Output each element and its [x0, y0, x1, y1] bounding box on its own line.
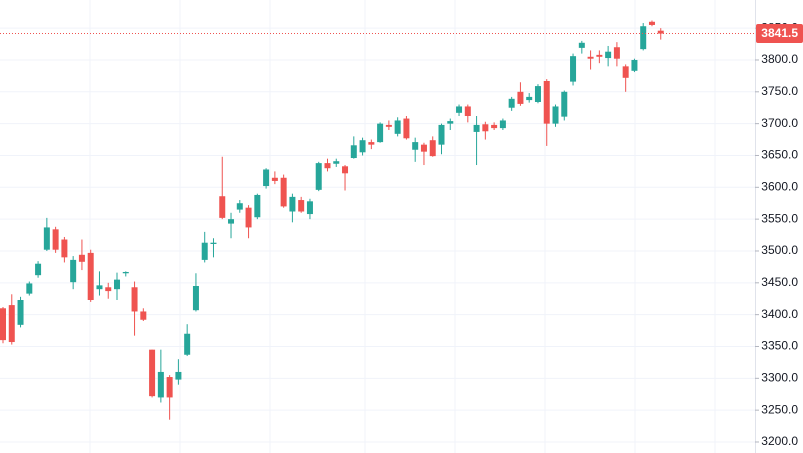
candle-body	[578, 42, 585, 48]
candle-body	[447, 121, 454, 124]
candle-body	[263, 169, 270, 187]
candle-body	[245, 207, 252, 228]
candle-body	[534, 86, 541, 102]
candle-body	[429, 140, 436, 157]
candle-body	[26, 283, 33, 294]
candle-body	[35, 263, 42, 276]
y-tick-label: 3300.0	[761, 370, 798, 384]
candle-body	[491, 124, 498, 129]
candle-body	[561, 91, 568, 117]
candle-body	[52, 229, 59, 250]
candle-body	[420, 144, 427, 152]
y-tick-label: 3500.0	[761, 243, 798, 257]
candle-body	[149, 349, 156, 397]
candle-body	[315, 163, 322, 190]
last-price-label: 3841.5	[761, 26, 798, 40]
candle-body	[157, 371, 164, 398]
y-tick-label: 3550.0	[761, 211, 798, 225]
candle-body	[499, 120, 506, 129]
candle-body	[342, 166, 349, 174]
candle-body	[96, 285, 103, 290]
candle-body	[640, 26, 647, 50]
candle-body	[140, 311, 147, 320]
y-tick-label: 3700.0	[761, 116, 798, 130]
candle-body	[631, 59, 638, 71]
candle-body	[289, 196, 296, 212]
candle-body	[368, 142, 375, 145]
candle-body	[105, 287, 112, 292]
candle-body	[122, 271, 129, 274]
candle-body	[61, 239, 68, 258]
time-grid	[89, 0, 716, 453]
candle-body	[412, 142, 419, 150]
y-tick-label: 3800.0	[761, 52, 798, 66]
candle-body	[333, 161, 340, 164]
candle-body	[613, 47, 620, 59]
candle-body	[166, 377, 173, 398]
y-tick-label: 3600.0	[761, 179, 798, 193]
candle-body	[657, 30, 664, 34]
candle-body	[78, 254, 85, 262]
candle-body	[473, 124, 480, 132]
candle-body	[359, 140, 366, 153]
candle-body	[403, 118, 410, 139]
candle-body	[517, 91, 524, 104]
candle-body	[43, 227, 50, 250]
candle-body	[192, 285, 199, 311]
y-tick-label: 3200.0	[761, 434, 798, 448]
candle-body	[131, 287, 138, 312]
candle-body	[17, 300, 24, 325]
candle-body	[596, 54, 603, 57]
candle-body	[280, 177, 287, 207]
candle-body	[350, 145, 357, 159]
candle-body	[622, 66, 629, 78]
candle-body	[394, 120, 401, 134]
candle-body	[210, 242, 217, 244]
candle-body	[438, 124, 445, 145]
candle-body	[219, 196, 226, 218]
candle-body	[114, 279, 121, 290]
candle-body	[175, 371, 182, 380]
candle-body	[377, 123, 384, 143]
candle-body	[306, 201, 313, 215]
candle-body	[648, 21, 655, 25]
candle-body	[464, 106, 471, 117]
candle-body	[526, 96, 533, 101]
candle-body	[570, 56, 577, 82]
candle-body	[385, 124, 392, 127]
candle-body	[587, 56, 594, 59]
candle-body	[0, 308, 6, 341]
y-tick-label: 3250.0	[761, 402, 798, 416]
candle-body	[324, 163, 331, 169]
candle-body	[456, 106, 463, 113]
candle-body	[605, 51, 612, 59]
candle-body	[271, 177, 278, 181]
candle-body	[298, 200, 305, 212]
candle-body	[236, 203, 243, 210]
candle-body	[543, 80, 550, 124]
candle-body	[201, 242, 208, 260]
candle-body	[254, 194, 261, 218]
candle-body	[8, 305, 15, 343]
last-price-box	[756, 24, 803, 44]
candle-body	[482, 124, 489, 132]
candle-body	[70, 259, 77, 283]
y-tick-label: 3450.0	[761, 275, 798, 289]
y-tick-label: 3350.0	[761, 339, 798, 353]
y-tick-label: 3750.0	[761, 84, 798, 98]
y-tick-label: 3400.0	[761, 307, 798, 321]
candle-body	[87, 252, 94, 301]
candle-body	[552, 106, 559, 124]
candle-body	[228, 219, 235, 224]
candle-body	[508, 98, 515, 108]
candle-body	[184, 333, 191, 355]
y-tick-label: 3650.0	[761, 148, 798, 162]
